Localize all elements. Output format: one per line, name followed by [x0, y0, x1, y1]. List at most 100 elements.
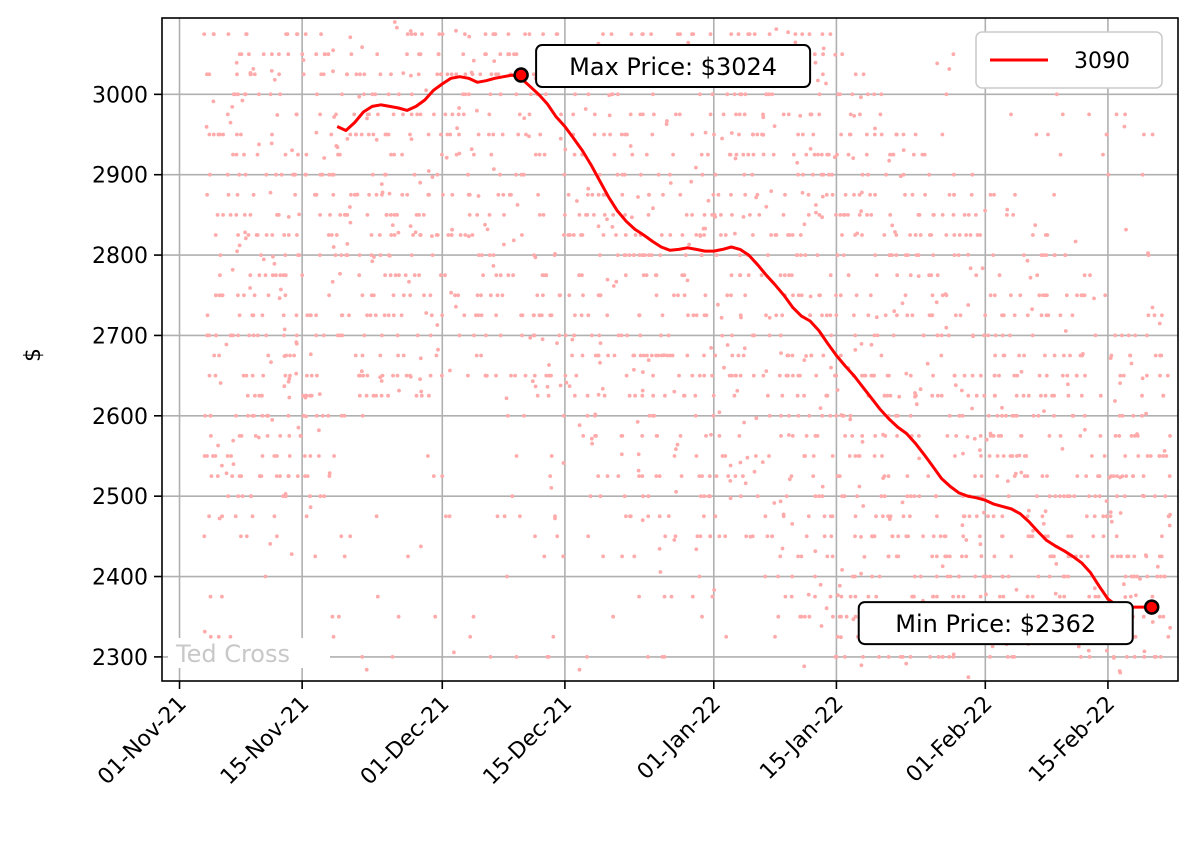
- scatter-point: [781, 112, 786, 117]
- scatter-point: [330, 614, 335, 619]
- scatter-point: [278, 92, 283, 97]
- scatter-point: [744, 534, 749, 539]
- scatter-point: [746, 32, 751, 36]
- scatter-point: [1141, 614, 1146, 619]
- scatter-point: [813, 549, 818, 554]
- scatter-point: [721, 112, 726, 117]
- scatter-point: [961, 594, 966, 599]
- scatter-point: [602, 132, 606, 137]
- scatter-point: [446, 233, 451, 237]
- scatter-point: [1096, 474, 1100, 478]
- scatter-point: [693, 393, 698, 398]
- scatter-point: [904, 371, 909, 376]
- scatter-point: [751, 152, 756, 157]
- scatter-point: [708, 534, 713, 539]
- scatter-point: [287, 434, 292, 438]
- scatter-point: [1124, 227, 1128, 232]
- scatter-point: [1140, 393, 1144, 398]
- scatter-point: [901, 148, 906, 153]
- scatter-point: [384, 213, 389, 217]
- scatter-point: [1001, 353, 1006, 358]
- scatter-point: [842, 494, 847, 499]
- scatter-point: [313, 554, 318, 559]
- scatter-point: [483, 373, 488, 378]
- scatter-point: [657, 547, 662, 551]
- x-tick-label: 01-Feb-22: [902, 692, 998, 788]
- scatter-point: [953, 383, 958, 388]
- scatter-point: [264, 333, 269, 338]
- scatter-point: [274, 172, 278, 177]
- scatter-point: [282, 384, 287, 389]
- scatter-point: [1066, 382, 1070, 387]
- scatter-point: [640, 474, 645, 478]
- scatter-point: [468, 634, 473, 639]
- scatter-point: [282, 327, 287, 332]
- scatter-point: [1128, 594, 1133, 599]
- scatter-point: [251, 313, 256, 318]
- scatter-point: [357, 94, 362, 99]
- scatter-point: [454, 28, 458, 33]
- scatter-point: [979, 373, 983, 378]
- scatter-point: [1157, 614, 1162, 619]
- scatter-point: [739, 315, 743, 320]
- scatter-point: [742, 420, 746, 425]
- scatter-point: [365, 213, 370, 217]
- scatter-point: [521, 172, 526, 177]
- scatter-point: [1104, 499, 1109, 503]
- scatter-point: [1062, 353, 1066, 358]
- legend[interactable]: 3090: [975, 31, 1163, 89]
- scatter-point: [736, 32, 741, 36]
- scatter-point: [790, 574, 795, 579]
- scatter-point: [884, 172, 888, 177]
- scatter-point: [1039, 313, 1044, 318]
- scatter-point: [687, 242, 691, 247]
- scatter-point: [274, 273, 278, 278]
- scatter-point: [435, 233, 440, 237]
- scatter-point: [300, 52, 305, 57]
- scatter-point: [454, 304, 458, 309]
- scatter-point: [270, 418, 275, 422]
- scatter-point: [596, 293, 601, 298]
- scatter-point: [796, 293, 801, 298]
- scatter-point: [966, 303, 971, 307]
- scatter-point: [461, 52, 466, 57]
- scatter-point: [916, 253, 921, 257]
- scatter-point: [767, 92, 771, 97]
- scatter-point: [835, 253, 840, 257]
- scatter-point: [668, 172, 672, 177]
- scatter-point: [234, 213, 239, 217]
- scatter-point: [1145, 373, 1149, 378]
- scatter-point: [697, 574, 702, 579]
- scatter-point: [969, 192, 974, 197]
- scatter-point: [605, 313, 610, 318]
- scatter-point: [921, 534, 925, 539]
- scatter-point: [894, 132, 899, 137]
- scatter-point: [853, 454, 858, 458]
- scatter-point: [400, 192, 405, 197]
- scatter-point: [530, 379, 535, 384]
- scatter-point: [520, 333, 524, 338]
- scatter-point: [672, 389, 677, 394]
- scatter-point: [781, 512, 786, 517]
- scatter-point: [511, 273, 515, 278]
- scatter-point: [833, 52, 838, 57]
- scatter-point: [890, 223, 895, 228]
- scatter-point: [362, 72, 367, 77]
- scatter-point: [813, 594, 817, 599]
- scatter-point: [360, 293, 365, 298]
- scatter-point: [1010, 454, 1015, 458]
- scatter-point: [553, 252, 557, 256]
- scatter-point: [255, 233, 260, 237]
- scatter-point: [1001, 594, 1006, 599]
- scatter-point: [304, 152, 309, 157]
- scatter-point: [1075, 293, 1079, 298]
- scatter-point: [935, 273, 940, 278]
- scatter-point: [859, 535, 863, 539]
- scatter-point: [635, 420, 640, 424]
- scatter-point: [991, 434, 996, 438]
- scatter-point: [605, 217, 609, 222]
- scatter-point: [296, 425, 301, 430]
- scatter-point: [1065, 494, 1070, 499]
- scatter-point: [853, 348, 858, 352]
- scatter-point: [433, 614, 438, 619]
